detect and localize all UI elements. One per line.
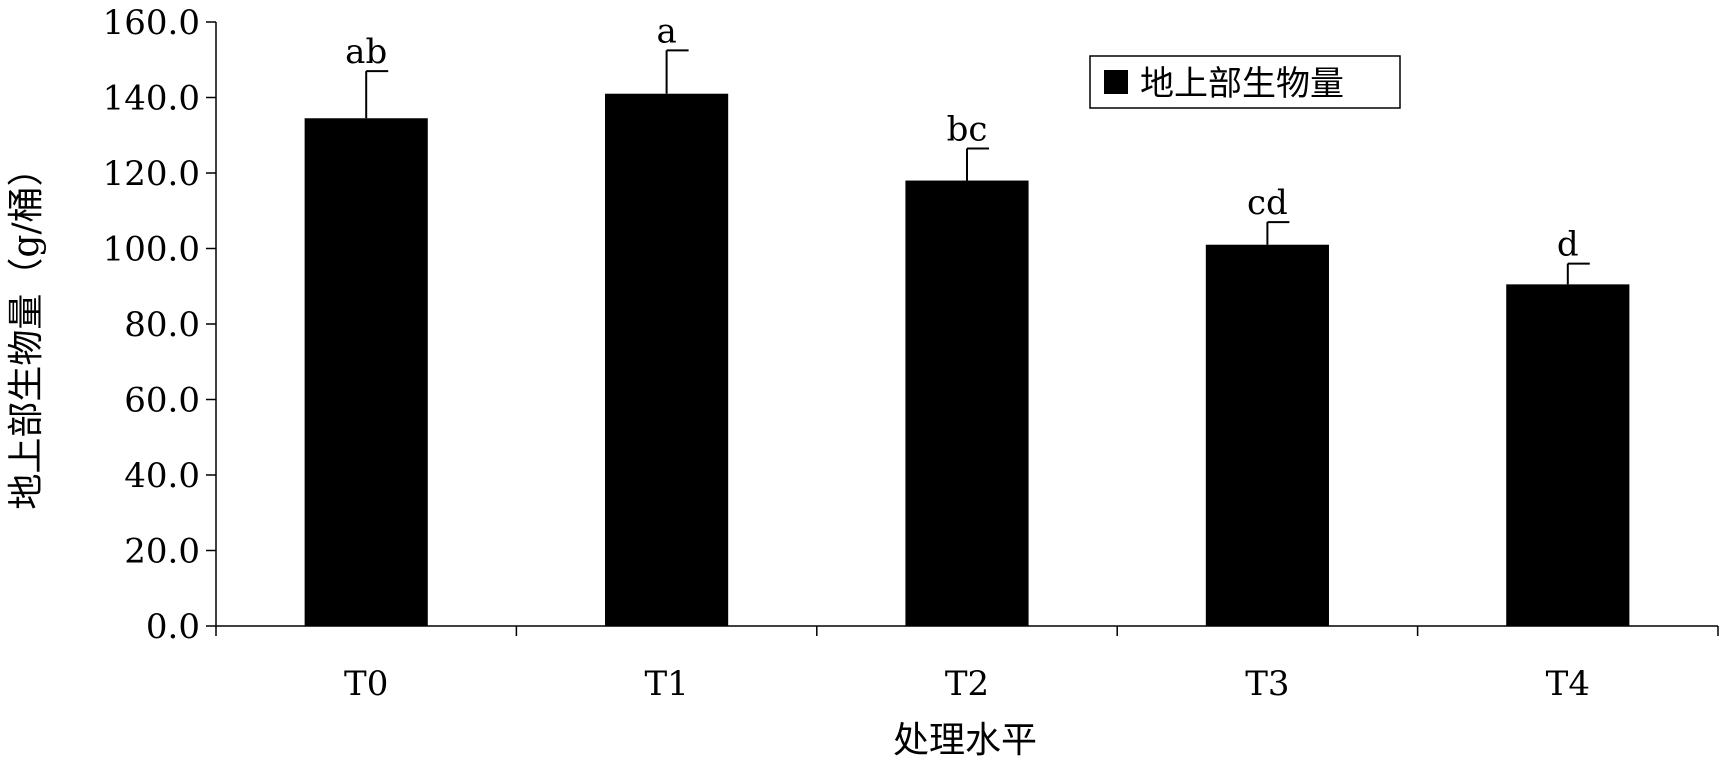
legend-swatch (1104, 70, 1128, 94)
y-axis-title: 地上部生物量（g/桶） (6, 150, 47, 509)
y-tick-label: 40.0 (124, 456, 200, 496)
y-tick-label: 160.0 (103, 3, 200, 43)
significance-label: bc (947, 109, 988, 149)
x-tick-label: T3 (1245, 664, 1289, 704)
bar (304, 118, 428, 626)
y-tick-label: 140.0 (103, 79, 200, 119)
significance-label: ab (345, 32, 387, 72)
bar (1205, 244, 1329, 626)
y-tick-label: 0.0 (146, 607, 200, 647)
significance-label: a (656, 11, 676, 51)
y-tick-label: 100.0 (103, 230, 200, 270)
legend-label: 地上部生物量 (1140, 64, 1344, 104)
legend: 地上部生物量 (1089, 55, 1401, 109)
bar (1506, 284, 1630, 626)
y-axis: 0.0 20.0 40.0 60.0 80.0 100.0 120.0 140.0 160.0 (103, 3, 217, 647)
x-axis: T0 T1 T2 T3 T4 (215, 625, 1719, 704)
y-tick-label: 20.0 (124, 532, 200, 572)
y-tick-label: 80.0 (124, 305, 200, 345)
y-tick-label: 120.0 (103, 154, 200, 194)
x-tick-label: T0 (344, 664, 388, 704)
x-tick-label: T1 (644, 664, 688, 704)
significance-label: d (1557, 225, 1579, 265)
bars: ab a bc cd d (304, 11, 1630, 627)
bar (605, 93, 729, 627)
significance-label: cd (1247, 183, 1288, 223)
legend-box (1089, 55, 1401, 109)
x-axis-title: 处理水平 (893, 720, 1037, 761)
x-tick-label: T2 (945, 664, 989, 704)
x-tick-label: T4 (1546, 664, 1590, 704)
bar (905, 180, 1029, 627)
y-tick-label: 60.0 (124, 381, 200, 421)
